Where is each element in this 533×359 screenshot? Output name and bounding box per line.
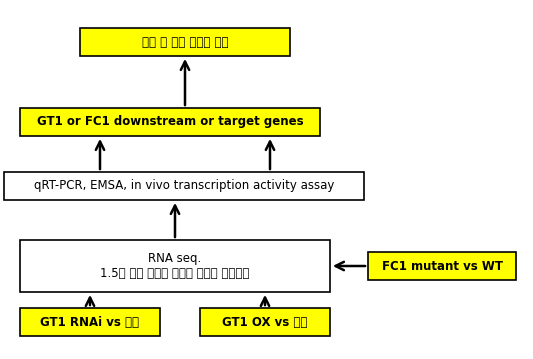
Text: GT1 or FC1 downstream or target genes: GT1 or FC1 downstream or target genes — [37, 116, 303, 129]
Bar — [368, 252, 516, 280]
Text: GT1 OX vs 동진: GT1 OX vs 동진 — [222, 316, 308, 328]
Bar — [20, 308, 160, 336]
Text: GT1 RNAi vs 동진: GT1 RNAi vs 동진 — [41, 316, 140, 328]
Bar — [20, 108, 320, 136]
Bar — [200, 308, 330, 336]
Text: RNA seq.
1.5배 이상 발현의 변화를 보이는 유전자군: RNA seq. 1.5배 이상 발현의 변화를 보이는 유전자군 — [100, 252, 249, 280]
Text: qRT-PCR, EMSA, in vivo transcription activity assay: qRT-PCR, EMSA, in vivo transcription act… — [34, 180, 334, 192]
Text: 일조 및 분얼 관련성 검증: 일조 및 분얼 관련성 검증 — [142, 36, 228, 48]
Bar — [80, 28, 290, 56]
Bar — [20, 240, 330, 292]
Bar — [4, 172, 364, 200]
Text: FC1 mutant vs WT: FC1 mutant vs WT — [382, 260, 503, 272]
